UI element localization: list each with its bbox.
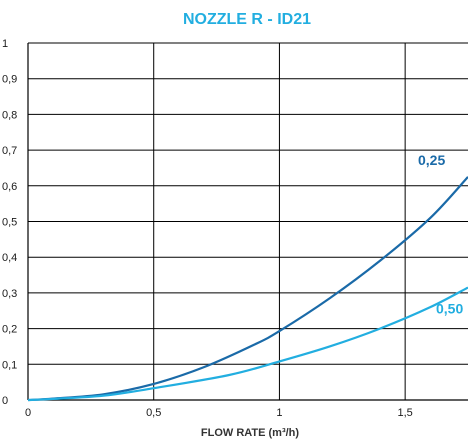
series-label-2: 0,50 bbox=[436, 301, 463, 317]
tick-labels: 0 0,1 0,2 0,3 0,4 0,5 0,6 0,7 0,8 0,9 1 0 0,5 1 1,5 bbox=[2, 38, 413, 419]
x-tick-label: 1,5 bbox=[397, 407, 412, 419]
x-tick-label: 1 bbox=[276, 407, 282, 419]
x-axis-title: FLOW RATE (m³/h) bbox=[201, 427, 299, 439]
y-tick-label: 0,6 bbox=[2, 181, 17, 193]
grid bbox=[28, 42, 468, 400]
axes bbox=[27, 43, 468, 401]
y-tick-label: 0,8 bbox=[2, 109, 17, 121]
series-lines bbox=[27, 176, 468, 402]
y-tick-label: 0,3 bbox=[2, 288, 17, 300]
y-tick-label: 0 bbox=[2, 395, 8, 407]
series-labels: 0,25 0,50 bbox=[418, 152, 463, 317]
y-tick-label: 0,2 bbox=[2, 324, 17, 336]
x-tick-label: 0 bbox=[25, 407, 31, 419]
y-tick-label: 0,1 bbox=[2, 359, 17, 371]
y-tick-label: 0,7 bbox=[2, 145, 17, 157]
series-label-1: 0,25 bbox=[418, 152, 445, 168]
x-tick-label: 0,5 bbox=[146, 407, 161, 419]
y-tick-label: 0,5 bbox=[2, 217, 17, 229]
chart-title: NOZZLE R - ID21 bbox=[183, 11, 311, 28]
series-line-2 bbox=[27, 286, 468, 402]
y-tick-label: 1 bbox=[2, 38, 8, 50]
series-line-1 bbox=[27, 176, 468, 402]
y-tick-label: 0,9 bbox=[2, 74, 17, 86]
y-tick-label: 0,4 bbox=[2, 252, 17, 264]
